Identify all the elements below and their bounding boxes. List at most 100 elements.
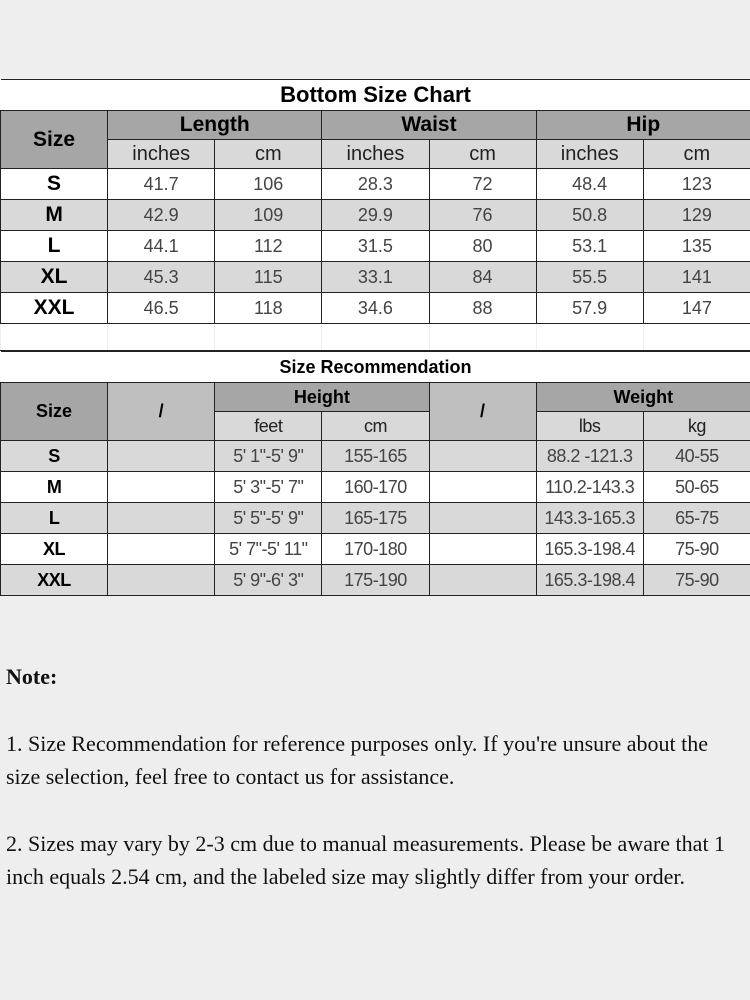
unit-header: cm [214,139,323,169]
notes: Note: 1. Size Recommendation for referen… [6,660,746,927]
value-cell: 53.1 [535,230,644,262]
unit-cm: cm [321,411,430,441]
unit-lbs: lbs [535,411,644,441]
value-cell: 106 [214,168,323,200]
value-cell: 141 [642,261,750,293]
lbs-cell: 165.3-198.4 [535,533,644,565]
size-cell: XXL [0,292,109,324]
unit-kg: kg [642,411,750,441]
cm-cell: 170-180 [321,533,430,565]
empty-cell [107,533,216,565]
size-cell: XXL [0,564,109,596]
empty-cell [428,533,537,565]
size-header: Size [0,382,109,441]
value-cell: 112 [214,230,323,262]
kg-cell: 50-65 [642,471,750,503]
size-cell: M [0,199,109,231]
value-cell: 41.7 [107,168,216,200]
size-cell: S [0,440,109,472]
size-recommendation-table: Size Recommendation Size / Height / Weig… [0,351,750,596]
table-row: XXL 46.5 118 34.6 88 57.9 147 [0,292,750,324]
empty-cell [428,440,537,472]
feet-cell: 5' 7"-5' 11" [214,533,323,565]
empty-cell [107,440,216,472]
size-cell: L [0,230,109,262]
feet-cell: 5' 3"-5' 7" [214,471,323,503]
value-cell: 109 [214,199,323,231]
value-cell: 123 [642,168,750,200]
lbs-cell: 165.3-198.4 [535,564,644,596]
value-cell: 129 [642,199,750,231]
value-cell: 147 [642,292,750,324]
value-cell: 76 [428,199,537,231]
cm-cell: 165-175 [321,502,430,534]
empty-cell [107,471,216,503]
table-row: S 41.7 106 28.3 72 48.4 123 [0,168,750,200]
value-cell: 115 [214,261,323,293]
table-row: M 42.9 109 29.9 76 50.8 129 [0,199,750,231]
bottom-chart-title: Bottom Size Chart [0,79,750,111]
slash-cell: / [107,382,216,441]
lbs-cell: 110.2-143.3 [535,471,644,503]
unit-header: inches [107,139,216,169]
waist-header: Waist [321,110,537,140]
unit-feet: feet [214,411,323,441]
size-cell: M [0,471,109,503]
value-cell: 80 [428,230,537,262]
length-header: Length [107,110,323,140]
weight-header: Weight [535,382,750,412]
empty-cell [107,502,216,534]
value-cell: 57.9 [535,292,644,324]
value-cell: 33.1 [321,261,430,293]
empty-cell [428,564,537,596]
empty-cell [428,471,537,503]
value-cell: 44.1 [107,230,216,262]
size-cell: S [0,168,109,200]
empty-cell [428,502,537,534]
lbs-cell: 88.2 -121.3 [535,440,644,472]
feet-cell: 5' 9"-6' 3" [214,564,323,596]
unit-header: inches [535,139,644,169]
unit-header: cm [428,139,537,169]
size-header: Size [0,110,109,169]
value-cell: 46.5 [107,292,216,324]
kg-cell: 65-75 [642,502,750,534]
value-cell: 50.8 [535,199,644,231]
cm-cell: 175-190 [321,564,430,596]
table-row: XL 45.3 115 33.1 84 55.5 141 [0,261,750,293]
slash-cell: / [428,382,537,441]
table-row: S 5' 1"-5' 9" 155-165 88.2 -121.3 40-55 [0,440,750,472]
notes-heading: Note: [6,664,58,689]
value-cell: 48.4 [535,168,644,200]
value-cell: 72 [428,168,537,200]
size-cell: L [0,502,109,534]
cm-cell: 155-165 [321,440,430,472]
lbs-cell: 143.3-165.3 [535,502,644,534]
size-cell: XL [0,261,109,293]
size-chart-sheet: Bottom Size Chart Size Length Waist Hip … [0,79,750,596]
table-row: XXL 5' 9"-6' 3" 175-190 165.3-198.4 75-90 [0,564,750,596]
value-cell: 28.3 [321,168,430,200]
value-cell: 135 [642,230,750,262]
kg-cell: 40-55 [642,440,750,472]
table-row: L 44.1 112 31.5 80 53.1 135 [0,230,750,262]
bottom-size-chart: Bottom Size Chart Size Length Waist Hip … [0,79,750,351]
note-item: 2. Sizes may vary by 2-3 cm due to manua… [6,831,726,889]
note-item: 1. Size Recommendation for reference pur… [6,731,709,789]
value-cell: 55.5 [535,261,644,293]
value-cell: 29.9 [321,199,430,231]
kg-cell: 75-90 [642,533,750,565]
feet-cell: 5' 1"-5' 9" [214,440,323,472]
value-cell: 45.3 [107,261,216,293]
value-cell: 31.5 [321,230,430,262]
table-row: M 5' 3"-5' 7" 160-170 110.2-143.3 50-65 [0,471,750,503]
recommendation-title: Size Recommendation [0,351,750,383]
size-cell: XL [0,533,109,565]
hip-header: Hip [535,110,750,140]
value-cell: 34.6 [321,292,430,324]
value-cell: 84 [428,261,537,293]
height-header: Height [214,382,430,412]
cm-cell: 160-170 [321,471,430,503]
kg-cell: 75-90 [642,564,750,596]
unit-header: inches [321,139,430,169]
